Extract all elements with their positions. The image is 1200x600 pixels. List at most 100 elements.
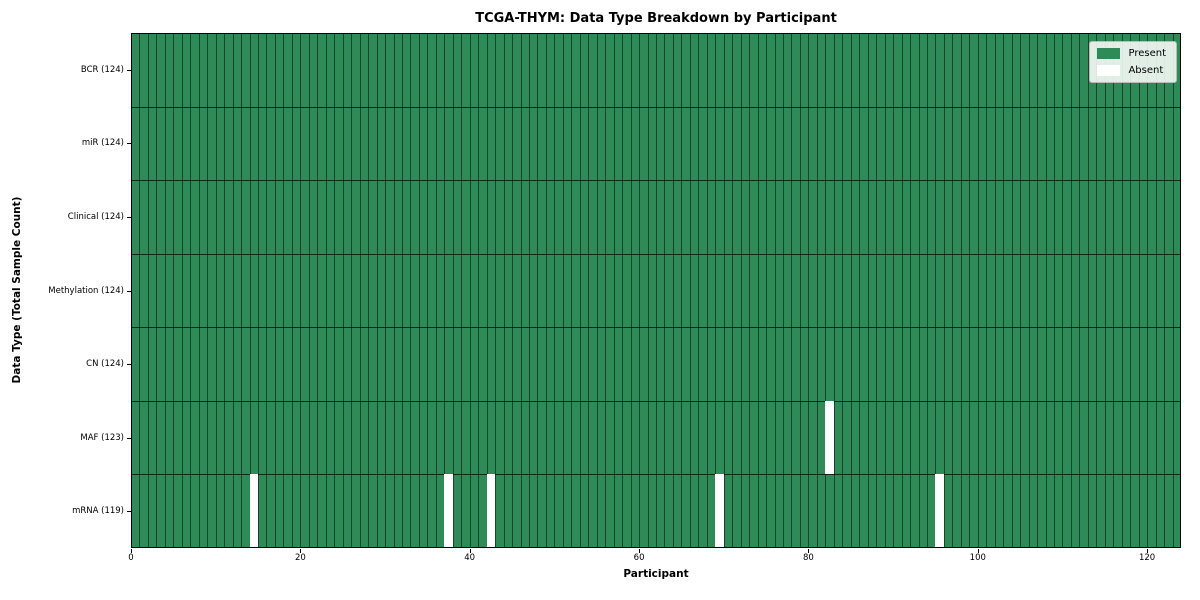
legend-item-absent: Absent: [1097, 65, 1166, 76]
cell-edge-gridline: [1011, 33, 1013, 548]
x-tick-label-100: 100: [969, 553, 986, 563]
cell-edge-gridline: [647, 33, 649, 548]
cell-edge-gridline: [444, 33, 446, 548]
legend-swatch-absent-icon: [1097, 65, 1121, 76]
x-tick-mark: [300, 549, 302, 553]
cell-edge-gridline: [452, 33, 454, 548]
cell-edge-gridline: [554, 33, 556, 548]
cell-edge-gridline: [698, 33, 700, 548]
y-tick-mark: [127, 143, 131, 145]
cell-edge-gridline: [833, 33, 835, 548]
cell-edge-gridline: [1172, 33, 1174, 548]
cell-edge-gridline: [401, 33, 403, 548]
cell-edge-gridline: [376, 33, 378, 548]
y-tick-mark: [127, 511, 131, 513]
cell-edge-gridline: [224, 33, 226, 548]
cell-edge-gridline: [139, 33, 141, 548]
cell-edge-gridline: [545, 33, 547, 548]
cell-edge-gridline: [783, 33, 785, 548]
cell-edge-gridline: [427, 33, 429, 548]
cell-edge-gridline: [791, 33, 793, 548]
cell-edge-gridline: [181, 33, 183, 548]
cell-edge-gridline: [816, 33, 818, 548]
y-tick-label-BCR: BCR (124): [80, 64, 124, 75]
row-separator-line: [131, 106, 1181, 108]
cell-edge-gridline: [901, 33, 903, 548]
cell-edge-gridline: [1087, 33, 1089, 548]
cell-edge-gridline: [147, 33, 149, 548]
cell-edge-gridline: [935, 33, 937, 548]
cell-edge-gridline: [1070, 33, 1072, 548]
y-tick-label-CN: CN (124): [86, 359, 124, 370]
cell-edge-gridline: [520, 33, 522, 548]
cell-edge-gridline: [274, 33, 276, 548]
cell-edge-gridline: [766, 33, 768, 548]
x-axis-label: Participant: [623, 568, 689, 580]
y-tick-mark: [127, 290, 131, 292]
cell-edge-gridline: [876, 33, 878, 548]
cell-edge-gridline: [435, 33, 437, 548]
cell-edge-gridline: [605, 33, 607, 548]
cell-edge-gridline: [715, 33, 717, 548]
cell-edge-gridline: [850, 33, 852, 548]
x-tick-mark: [1147, 549, 1149, 553]
cell-edge-gridline: [639, 33, 641, 548]
cell-edge-gridline: [825, 33, 827, 548]
cell-edge-gridline: [461, 33, 463, 548]
x-tick-label-60: 60: [633, 553, 645, 563]
row-separator-line: [131, 253, 1181, 255]
absent-cell-mRNA-69: [715, 474, 724, 548]
absent-cell-mRNA-95: [935, 474, 944, 548]
cell-edge-gridline: [1130, 33, 1132, 548]
cell-edge-gridline: [969, 33, 971, 548]
cell-edge-gridline: [799, 33, 801, 548]
cell-edge-gridline: [1164, 33, 1166, 548]
cell-edge-gridline: [910, 33, 912, 548]
legend-swatch-present-icon: [1097, 48, 1121, 59]
cell-gridlines-layer: [131, 33, 1181, 548]
cell-edge-gridline: [1003, 33, 1005, 548]
cell-edge-gridline: [300, 33, 302, 548]
y-tick-label-mRNA: mRNA (119): [72, 506, 124, 517]
cell-edge-gridline: [757, 33, 759, 548]
cell-edge-gridline: [723, 33, 725, 548]
cell-edge-gridline: [241, 33, 243, 548]
cell-edge-gridline: [622, 33, 624, 548]
cell-edge-gridline: [867, 33, 869, 548]
absent-cell-mRNA-14: [249, 474, 258, 548]
y-tick-label-MAF: MAF (123): [80, 432, 124, 443]
cell-edge-gridline: [308, 33, 310, 548]
cell-edge-gridline: [342, 33, 344, 548]
cell-edge-gridline: [198, 33, 200, 548]
y-tick-label-Methylation: Methylation (124): [48, 285, 124, 296]
cell-edge-gridline: [258, 33, 260, 548]
cell-edge-gridline: [503, 33, 505, 548]
cell-edge-gridline: [859, 33, 861, 548]
cell-edge-gridline: [579, 33, 581, 548]
cell-edge-gridline: [1096, 33, 1098, 548]
cell-edge-gridline: [706, 33, 708, 548]
row-separator-line: [131, 400, 1181, 402]
cell-edge-gridline: [368, 33, 370, 548]
y-tick-label-Clinical: Clinical (124): [67, 211, 124, 222]
cell-edge-gridline: [418, 33, 420, 548]
cell-edge-gridline: [469, 33, 471, 548]
plot-area: Present Absent: [131, 33, 1181, 548]
cell-edge-gridline: [156, 33, 158, 548]
cell-edge-gridline: [732, 33, 734, 548]
x-tick-label-40: 40: [464, 553, 476, 563]
y-tick-mark: [127, 216, 131, 218]
cell-edge-gridline: [960, 33, 962, 548]
cell-edge-gridline: [495, 33, 497, 548]
cell-edge-gridline: [393, 33, 395, 548]
chart-title: TCGA-THYM: Data Type Breakdown by Partic…: [475, 11, 837, 26]
cell-edge-gridline: [630, 33, 632, 548]
row-separator-line: [131, 180, 1181, 182]
cell-edge-gridline: [656, 33, 657, 548]
cell-edge-gridline: [1028, 33, 1030, 548]
legend: Present Absent: [1089, 41, 1177, 83]
absent-cell-mRNA-37: [444, 474, 453, 548]
x-tick-label-20: 20: [294, 553, 306, 563]
cell-edge-gridline: [1079, 33, 1081, 548]
